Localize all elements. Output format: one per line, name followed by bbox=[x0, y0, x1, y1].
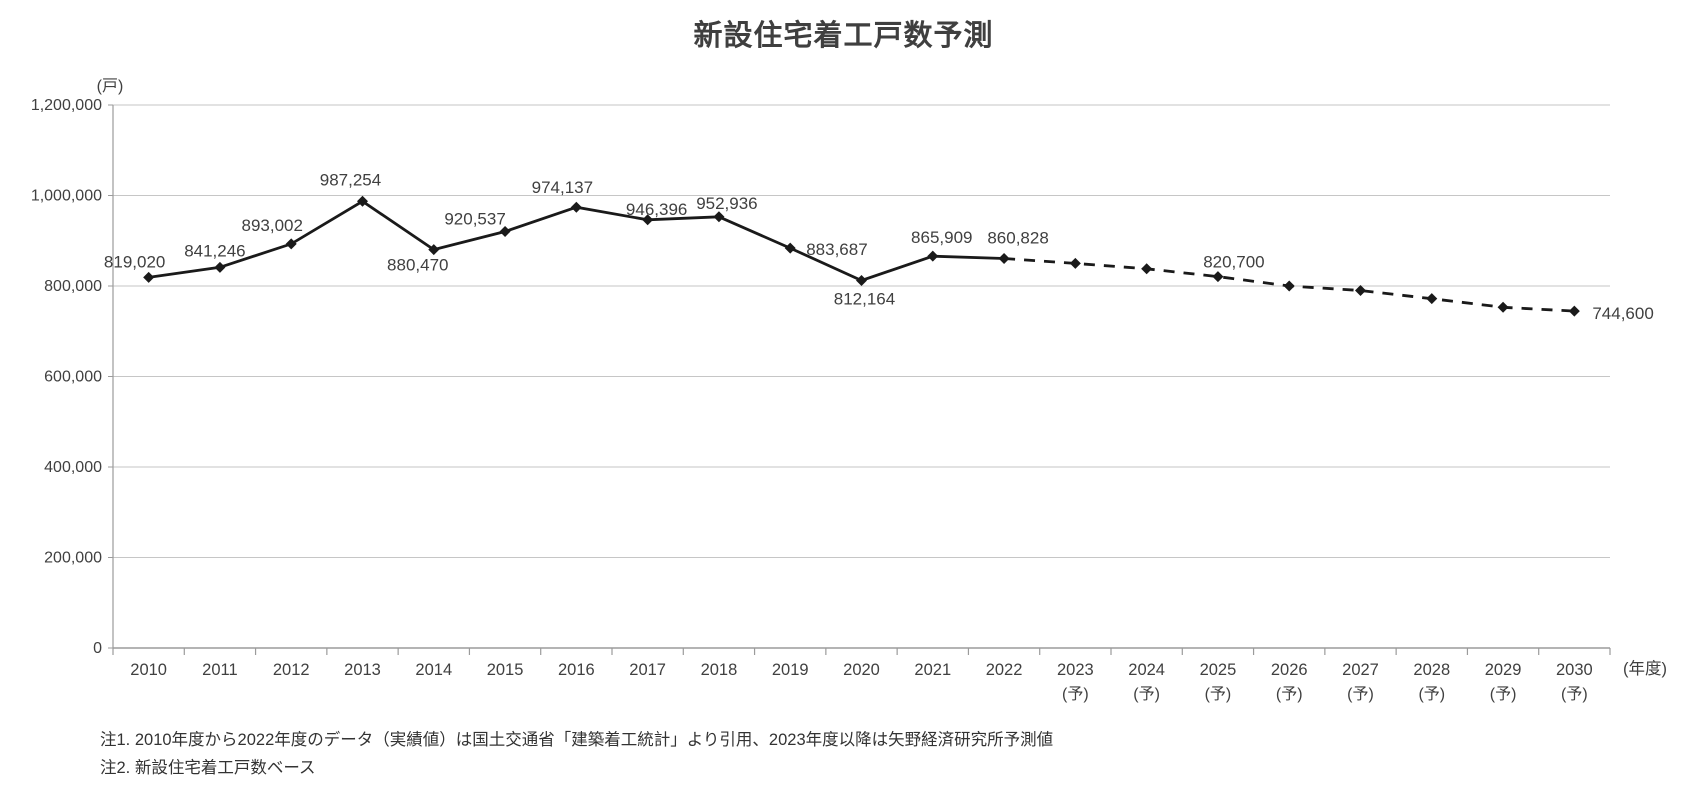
forecast-mark: (予) bbox=[1418, 685, 1445, 703]
y-tick-label: 400,000 bbox=[44, 459, 102, 476]
data-point-marker bbox=[713, 211, 725, 223]
x-tick-label: 2015 bbox=[487, 661, 524, 679]
data-label: 860,828 bbox=[987, 228, 1048, 247]
data-point-marker bbox=[1069, 257, 1081, 269]
data-point-marker bbox=[1426, 293, 1438, 305]
x-tick-label: 2019 bbox=[772, 661, 809, 679]
data-point-marker bbox=[499, 225, 511, 237]
forecast-mark: (予) bbox=[1276, 685, 1303, 703]
data-label: 893,002 bbox=[241, 216, 302, 235]
data-label: 920,537 bbox=[444, 209, 505, 228]
data-point-marker bbox=[1141, 263, 1153, 275]
y-tick-label: 600,000 bbox=[44, 369, 102, 386]
data-point-marker bbox=[1497, 301, 1509, 313]
data-point-marker bbox=[642, 214, 654, 226]
data-point-marker bbox=[285, 238, 297, 250]
data-point-marker bbox=[998, 252, 1010, 264]
x-tick-label: 2029 bbox=[1485, 661, 1522, 679]
y-tick-label: 0 bbox=[93, 640, 102, 657]
x-tick-label: 2011 bbox=[202, 661, 237, 679]
y-tick-label: 1,000,000 bbox=[31, 188, 102, 205]
x-tick-label: 2022 bbox=[986, 661, 1023, 679]
data-label: 841,246 bbox=[184, 241, 245, 260]
data-label: 883,687 bbox=[806, 240, 867, 259]
data-point-marker bbox=[143, 271, 155, 283]
data-label: 820,700 bbox=[1203, 253, 1264, 272]
footnote-2: 注2. 新設住宅着工戸数ベース bbox=[100, 759, 316, 777]
data-point-marker bbox=[1568, 305, 1580, 317]
series-line-actual bbox=[148, 199, 1005, 283]
data-point-marker bbox=[856, 274, 867, 286]
data-point-marker bbox=[570, 201, 582, 213]
y-tick-label: 800,000 bbox=[44, 278, 102, 295]
data-label: 812,164 bbox=[834, 289, 895, 308]
x-tick-label: 2021 bbox=[914, 661, 951, 679]
data-point-marker bbox=[214, 261, 226, 273]
data-label: 974,137 bbox=[532, 178, 593, 197]
x-axis-unit-label: (年度) bbox=[1623, 659, 1667, 678]
y-axis-unit-label: (戸) bbox=[97, 78, 124, 95]
forecast-mark: (予) bbox=[1205, 685, 1232, 703]
footnote-1: 注1. 2010年度から2022年度のデータ（実績値）は国土交通省「建築着工統計… bbox=[100, 731, 1054, 749]
data-point-marker bbox=[428, 244, 440, 256]
y-tick-label: 1,200,000 bbox=[31, 97, 102, 114]
data-point-marker bbox=[784, 242, 796, 254]
x-tick-label: 2024 bbox=[1128, 661, 1165, 679]
data-label: 880,470 bbox=[387, 256, 448, 275]
forecast-mark: (予) bbox=[1133, 685, 1160, 703]
x-tick-label: 2030 bbox=[1556, 661, 1593, 679]
data-label: 744,600 bbox=[1592, 304, 1653, 323]
data-point-marker bbox=[1283, 280, 1295, 292]
forecast-mark: (予) bbox=[1347, 685, 1374, 703]
x-tick-label: 2020 bbox=[843, 661, 880, 679]
footnotes: 注1. 2010年度から2022年度のデータ（実績値）は国土交通省「建築着工統計… bbox=[100, 726, 1053, 782]
x-tick-label: 2016 bbox=[558, 661, 595, 679]
data-label: 819,020 bbox=[104, 252, 165, 271]
x-tick-label: 2018 bbox=[701, 661, 738, 679]
y-tick-label: 200,000 bbox=[44, 550, 102, 567]
x-tick-label: 2013 bbox=[344, 661, 381, 679]
line-chart: 0 200,000 400,000 600,000 800,000 1,000,000 1,… bbox=[31, 78, 1667, 703]
data-label: 952,936 bbox=[696, 194, 757, 213]
data-point-marker bbox=[1355, 285, 1366, 297]
x-tick-label: 2026 bbox=[1271, 661, 1308, 679]
data-point-marker bbox=[927, 250, 939, 262]
x-tick-label: 2012 bbox=[273, 661, 310, 679]
chart-title: 新設住宅着工戸数予測 bbox=[693, 20, 994, 52]
forecast-mark: (予) bbox=[1561, 685, 1588, 703]
data-point-marker bbox=[357, 195, 368, 207]
data-label: 865,909 bbox=[911, 228, 972, 247]
x-tick-label: 2017 bbox=[629, 661, 666, 679]
x-tick-label: 2028 bbox=[1413, 661, 1450, 679]
x-tick-label: 2027 bbox=[1342, 661, 1379, 679]
x-tick-label: 2023 bbox=[1057, 661, 1094, 679]
x-tick-label: 2025 bbox=[1200, 661, 1237, 679]
forecast-mark: (予) bbox=[1490, 685, 1517, 703]
data-label: 987,254 bbox=[320, 170, 381, 189]
data-label: 946,396 bbox=[626, 200, 687, 219]
x-tick-label: 2010 bbox=[130, 661, 167, 679]
x-tick-label: 2014 bbox=[415, 661, 452, 679]
data-point-marker bbox=[1212, 271, 1224, 283]
forecast-mark: (予) bbox=[1062, 685, 1089, 703]
